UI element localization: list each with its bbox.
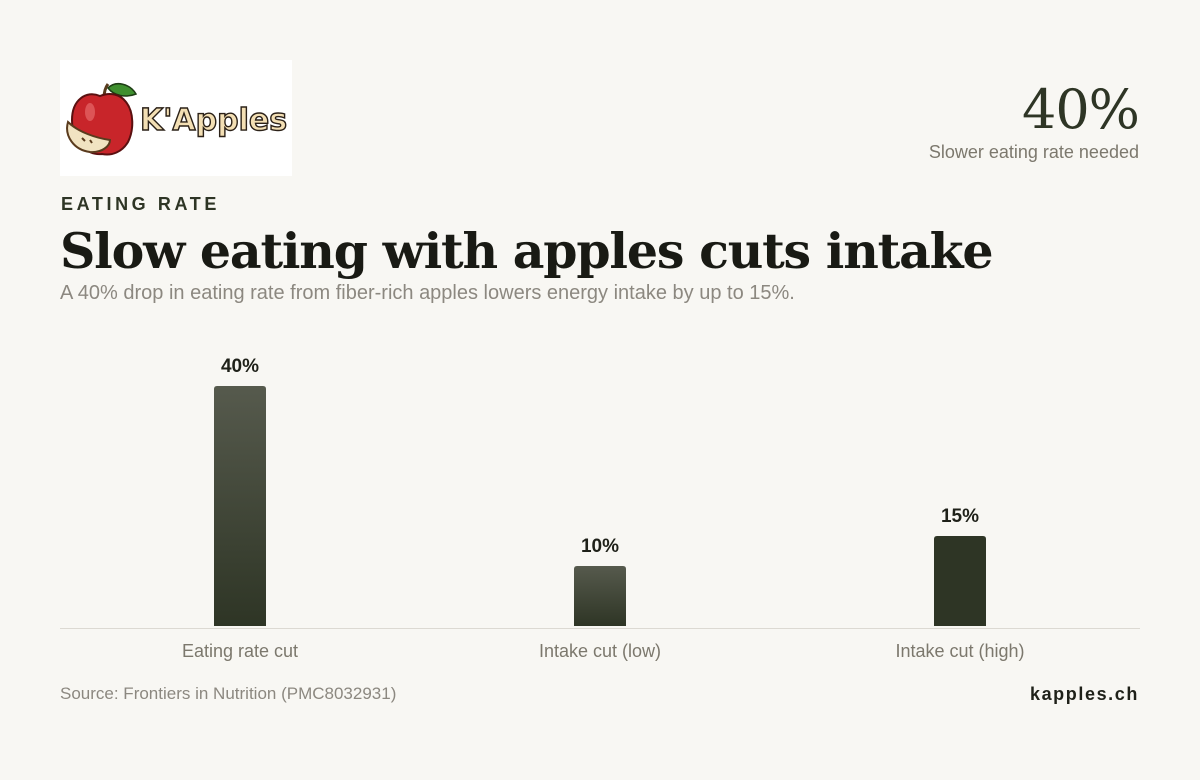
- headline-stat-label: Slower eating rate needed: [928, 142, 1139, 162]
- logo: K'Apples: [60, 60, 292, 176]
- logo-text: K'Apples: [140, 103, 287, 138]
- subtitle: A 40% drop in eating rate from fiber-ric…: [60, 282, 795, 304]
- headline-stat-value: 40%: [1021, 78, 1140, 141]
- kicker: EATING RATE: [61, 194, 220, 214]
- source-note: Source: Frontiers in Nutrition (PMC80329…: [60, 684, 397, 703]
- bar-0: [214, 386, 266, 626]
- bar-2: [934, 536, 986, 626]
- brand-link[interactable]: kapples.ch: [1029, 684, 1139, 704]
- bar-value-label-1: 10%: [581, 536, 619, 557]
- category-label-2: Intake cut (high): [895, 641, 1024, 661]
- bar-value-label-2: 15%: [941, 506, 979, 527]
- apple-logo-icon: K'Apples: [66, 83, 288, 156]
- bar-value-label-0: 40%: [221, 356, 259, 377]
- category-label-0: Eating rate cut: [182, 641, 298, 661]
- category-label-1: Intake cut (low): [539, 641, 661, 661]
- headline-stat: 40% Slower eating rate needed: [928, 78, 1140, 163]
- page-title: Slow eating with apples cuts intake: [60, 222, 994, 280]
- bar-1: [574, 566, 626, 626]
